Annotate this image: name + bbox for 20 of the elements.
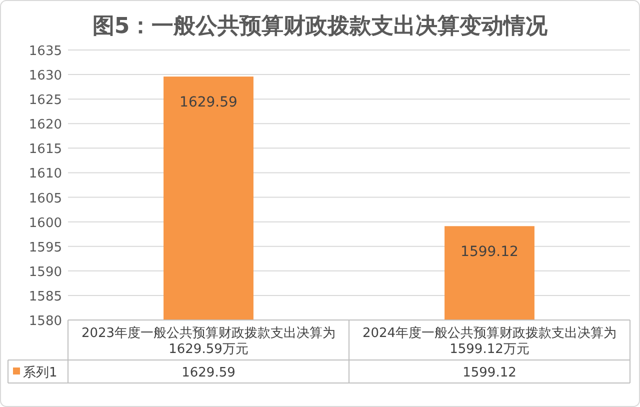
annotation: 1599.12 — [460, 244, 518, 260]
y-tick-label: 1630 — [28, 68, 62, 84]
y-tick-label: 1610 — [28, 166, 62, 182]
y-tick-label: 1635 — [28, 44, 62, 59]
annotation: 1629.59 — [180, 94, 238, 111]
y-tick-label: 1595 — [28, 240, 62, 256]
y-tick-label: 1625 — [28, 93, 62, 108]
y-tick-label: 1620 — [28, 118, 62, 133]
y-tick-label: 1615 — [28, 142, 62, 158]
y-tick-label: 1605 — [28, 191, 62, 206]
y-tick-label: 1585 — [28, 289, 62, 304]
x-tick-label: 2023年度一般公共预算财政拨款支出决算为1629.59万元 — [81, 325, 336, 357]
x-tick-label: 2024年度一般公共预算财政拨款支出决算为1599.12万元 — [362, 325, 617, 357]
chart-title: 图5：一般公共预算财政拨款支出决算变动情况 — [92, 13, 549, 39]
y-tick-label: 1600 — [28, 216, 62, 231]
y-tick-label: 1580 — [28, 314, 62, 329]
y-tick-label: 1590 — [28, 264, 62, 280]
data-label: 1629.59 — [182, 366, 236, 380]
legend-label: 系列1 — [23, 366, 58, 380]
data-label: 1599.12 — [462, 366, 516, 380]
